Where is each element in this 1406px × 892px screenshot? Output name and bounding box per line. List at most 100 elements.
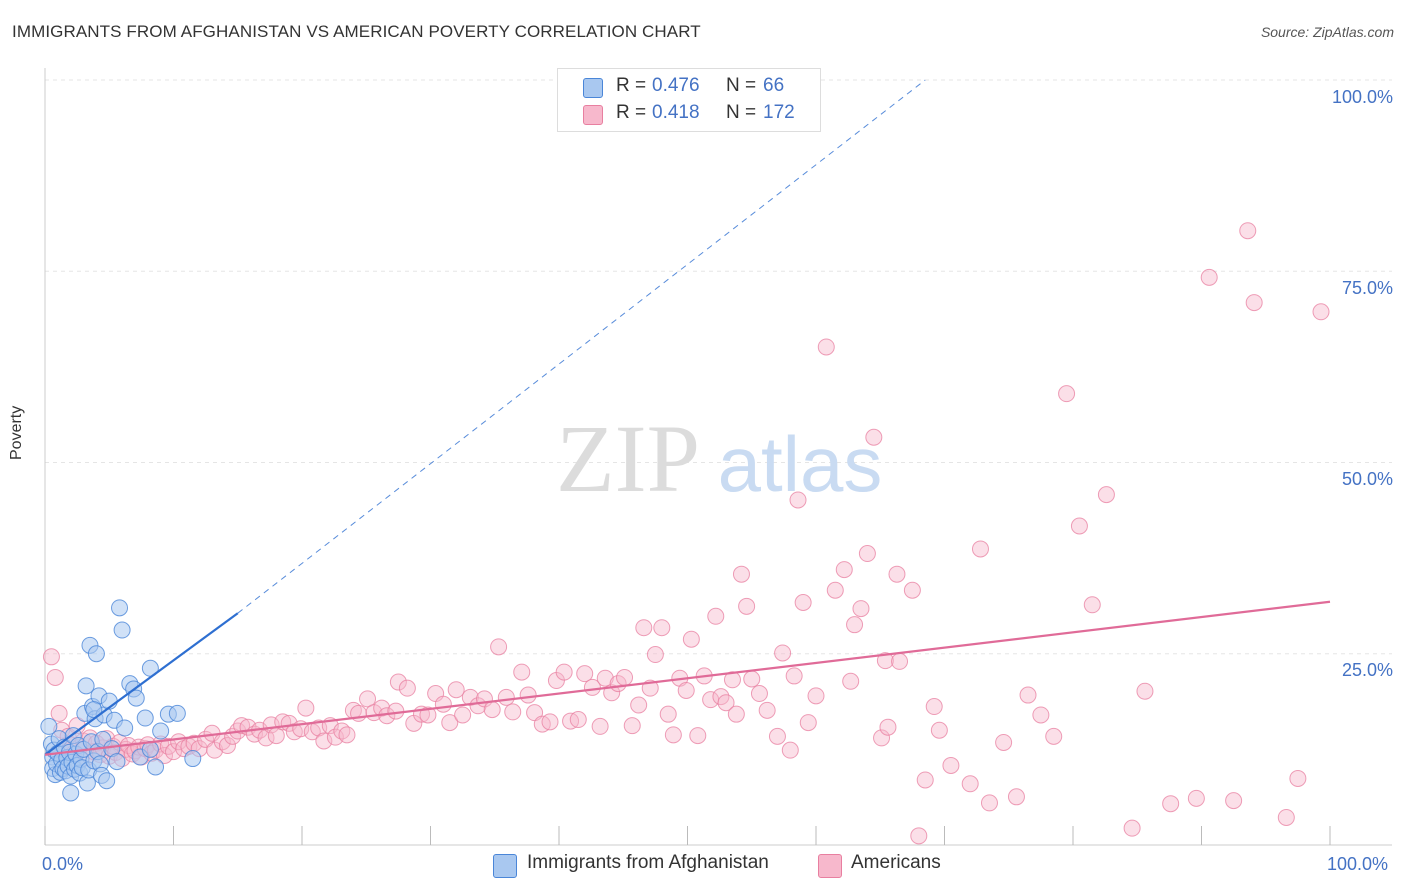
legend-label: Americans xyxy=(851,852,941,873)
watermark-zip: ZIP xyxy=(556,405,700,512)
american-point xyxy=(891,652,909,670)
americans-points xyxy=(42,222,1330,845)
american-point xyxy=(865,428,883,446)
american-point xyxy=(876,652,894,670)
american-point xyxy=(995,733,1013,751)
american-point xyxy=(50,704,68,722)
american-point xyxy=(961,775,979,793)
american-point xyxy=(497,688,515,706)
american-point xyxy=(1097,486,1115,504)
american-point xyxy=(165,743,182,761)
trend-lines xyxy=(44,79,1331,756)
american-point xyxy=(794,593,812,611)
american-point xyxy=(768,727,786,745)
american-point xyxy=(389,673,407,691)
r-label: R = xyxy=(616,102,647,123)
american-point xyxy=(653,619,671,637)
american-point xyxy=(1070,517,1088,535)
american-point xyxy=(826,581,844,599)
n-value: 172 xyxy=(763,102,795,123)
source-credit: Source: ZipAtlas.com xyxy=(1260,24,1394,40)
legend-row-americans: R = 0.418 N = 172 xyxy=(558,101,820,127)
american-point xyxy=(835,561,853,579)
y-tick-label-25: 25.0% xyxy=(1341,660,1393,680)
american-point xyxy=(447,681,465,699)
american-point xyxy=(852,600,870,618)
american-point xyxy=(156,746,174,764)
american-point xyxy=(513,663,531,681)
afghanistan-point xyxy=(152,722,170,740)
american-point xyxy=(569,711,587,729)
american-point xyxy=(717,694,735,712)
american-point xyxy=(732,565,750,583)
american-point xyxy=(846,616,864,634)
american-point xyxy=(738,597,756,615)
american-point xyxy=(817,338,835,356)
axes xyxy=(44,68,1392,846)
afghanistan-point xyxy=(116,719,134,737)
american-point xyxy=(483,701,501,719)
legend-swatch-pink xyxy=(818,854,842,878)
american-point xyxy=(646,646,664,664)
afghanistan-point xyxy=(111,599,129,617)
legend-swatch-blue xyxy=(493,854,517,878)
american-point xyxy=(359,690,377,708)
american-point xyxy=(842,672,860,690)
american-point xyxy=(1289,769,1307,787)
x-tick-label-max: 100.0% xyxy=(1327,854,1389,874)
american-point xyxy=(1239,222,1257,240)
american-point xyxy=(971,540,989,558)
american-point xyxy=(623,717,641,735)
american-point xyxy=(576,665,594,683)
americans-trend-line xyxy=(44,600,1331,756)
afghanistan-point xyxy=(147,758,165,776)
n-value: 66 xyxy=(763,75,785,96)
american-point xyxy=(338,726,356,744)
afghanistan-point xyxy=(77,677,95,695)
american-point xyxy=(1162,795,1180,813)
american-point xyxy=(1007,788,1025,806)
american-point xyxy=(743,670,761,688)
american-point xyxy=(596,669,614,687)
afghanistan-points xyxy=(40,599,202,802)
american-point xyxy=(689,727,707,745)
american-point xyxy=(799,714,817,732)
american-point xyxy=(555,663,573,681)
american-point xyxy=(1083,596,1101,614)
american-point xyxy=(519,686,537,704)
american-point xyxy=(42,648,60,666)
r-label: R = xyxy=(616,75,647,96)
y-tick-label-50: 50.0% xyxy=(1341,469,1393,489)
american-point xyxy=(858,545,876,563)
n-label: N = xyxy=(726,102,757,123)
american-point xyxy=(490,638,508,656)
american-point xyxy=(1312,303,1330,321)
american-point xyxy=(297,699,315,717)
american-point xyxy=(630,696,648,714)
american-point xyxy=(1019,686,1037,704)
american-point xyxy=(504,703,522,721)
afghanistan-trend-line xyxy=(44,612,239,756)
american-point xyxy=(873,729,891,747)
american-point xyxy=(910,827,928,845)
r-value: 0.418 xyxy=(652,102,700,123)
legend-row-afghanistan: R = 0.476 N = 66 xyxy=(558,74,820,100)
legend-swatch-blue xyxy=(583,78,603,98)
x-tick-label-min: 0.0% xyxy=(42,854,84,874)
american-point xyxy=(233,717,251,735)
afghanistan-point xyxy=(184,750,202,768)
watermark-atlas: atlas xyxy=(718,420,883,508)
afghanistan-point xyxy=(136,709,154,727)
american-point xyxy=(707,607,725,625)
afghanistan-point xyxy=(87,645,105,663)
american-point xyxy=(1045,727,1063,745)
american-point xyxy=(46,668,64,686)
american-point xyxy=(723,671,741,689)
american-point xyxy=(1032,706,1050,724)
american-point xyxy=(659,705,677,723)
american-point xyxy=(419,706,437,724)
american-point xyxy=(434,695,452,713)
american-point xyxy=(664,726,682,744)
american-point xyxy=(454,706,472,724)
